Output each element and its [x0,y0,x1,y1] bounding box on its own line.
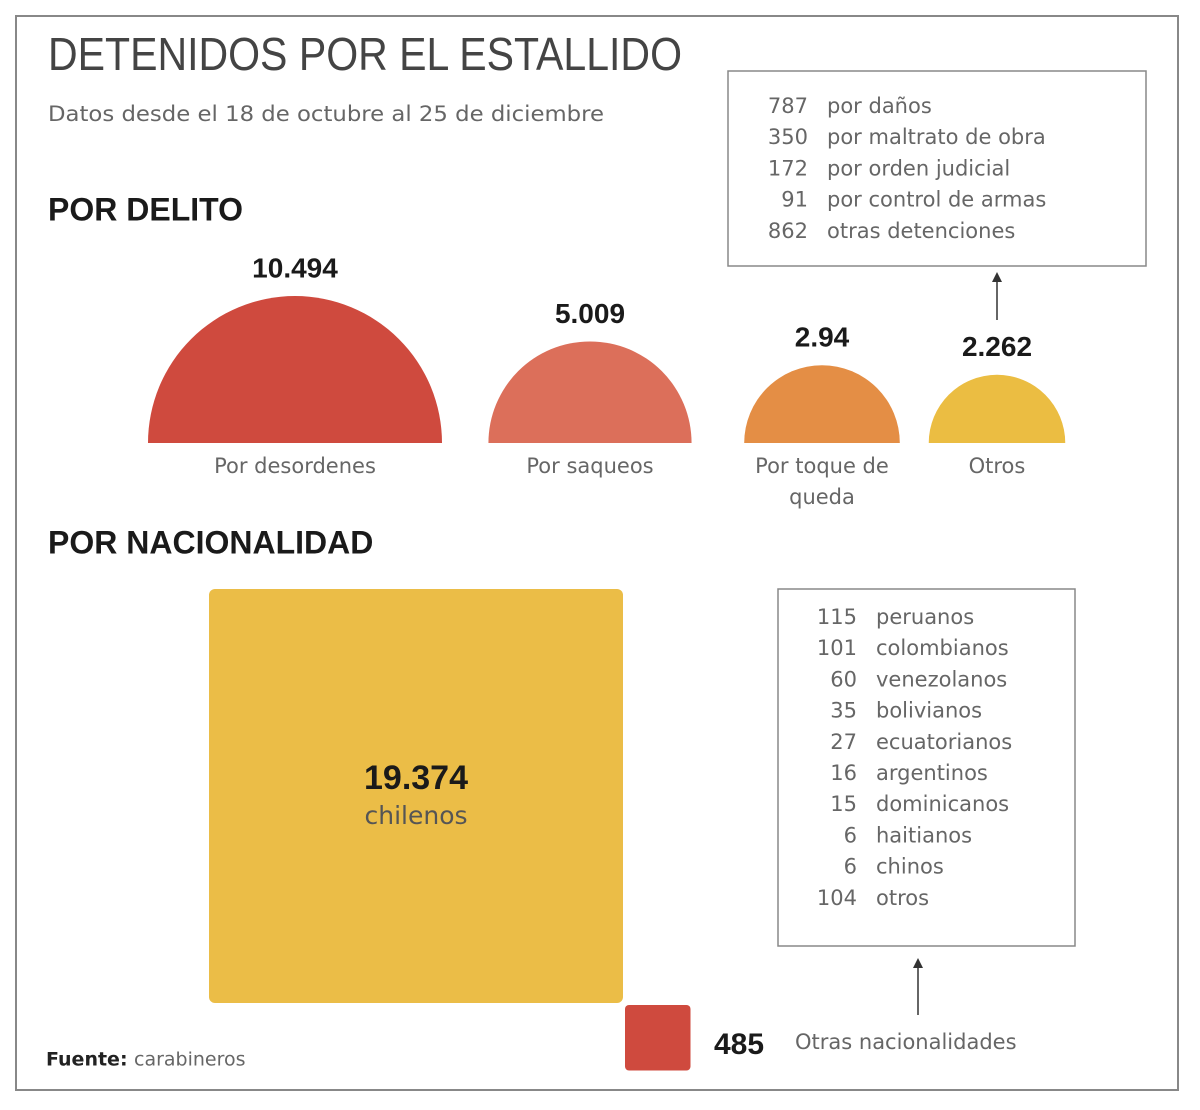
breakdown-box [727,70,1147,267]
breakdown-value: 104 [817,886,857,910]
breakdown-value: 15 [830,792,857,816]
breakdown-label: colombianos [876,636,1009,660]
category-label: Por saqueos [526,454,654,478]
breakdown-label: chinos [876,855,944,879]
breakdown-label: por daños [827,94,932,118]
breakdown-label: otras detenciones [827,219,1015,243]
breakdown-label: por maltrato de obra [827,125,1046,149]
value-label: 5.009 [555,298,625,329]
breakdown-label: otros [876,886,929,910]
breakdown-value: 16 [830,761,857,785]
section-title: POR NACIONALIDAD [48,524,373,560]
source: carabineros [134,1049,246,1071]
category-label: Otros [968,454,1026,478]
arrow-head [913,958,923,968]
value-label: 10.494 [252,252,338,283]
semicircle [148,296,442,443]
source-label: Fuente: [46,1049,128,1071]
category-label: Otras nacionalidades [795,1030,1017,1054]
category-label: chilenos [364,801,467,830]
breakdown-label: venezolanos [876,667,1007,691]
breakdown-value: 60 [830,667,857,691]
breakdown-label: dominicanos [876,792,1009,816]
value-label: 2.94 [795,322,850,353]
value-label: 485 [714,1028,764,1061]
breakdown-value: 350 [768,125,808,149]
title: DETENIDOS POR EL ESTALLIDO [48,28,682,80]
semicircle [488,341,692,443]
breakdown-label: por control de armas [827,188,1046,212]
breakdown-value: 35 [830,699,857,723]
breakdown-value: 172 [768,156,808,180]
breakdown-value: 91 [781,188,808,212]
breakdown-value: 787 [768,94,808,118]
category-label: Por desordenes [214,454,376,478]
subtitle: Datos desde el 18 de octubre al 25 de di… [48,102,604,126]
breakdown-label: peruanos [876,605,974,629]
breakdown-label: ecuatorianos [876,730,1012,754]
breakdown-label: haitianos [876,823,972,847]
category-label-box: Por desordenes [214,454,376,478]
semicircle [744,365,900,443]
breakdown-value: 862 [768,219,808,243]
breakdown-label: argentinos [876,761,988,785]
breakdown-value: 6 [844,823,857,847]
category-label-box: Otros [968,454,1026,478]
frame [15,15,1179,1091]
breakdown-value: 27 [830,730,857,754]
breakdown-value: 6 [844,855,857,879]
semicircle [928,374,1066,443]
arrow-head [992,272,1002,282]
breakdown-value: 101 [817,636,857,660]
breakdown-value: 115 [817,605,857,629]
value-label: 2.262 [962,331,1032,362]
value-label: 19.374 [364,759,468,797]
breakdown-label: por orden judicial [827,156,1010,180]
breakdown-box [777,588,1076,947]
breakdown-label: bolivianos [876,699,982,723]
section-title: POR DELITO [48,191,243,227]
square [625,1005,691,1071]
square [209,589,623,1003]
category-label-box: Por toque de queda [755,454,889,509]
category-label-box: Por saqueos [526,454,654,478]
category-label: Por toque de queda [755,454,889,509]
